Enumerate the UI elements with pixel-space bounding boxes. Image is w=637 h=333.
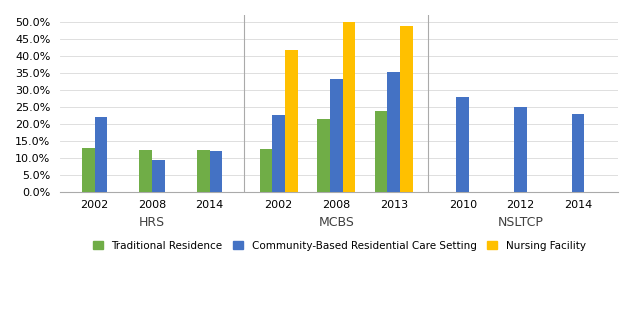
Bar	[152, 160, 165, 192]
Bar	[82, 148, 95, 192]
Bar	[514, 107, 527, 192]
Bar	[375, 111, 387, 192]
Text: HRS: HRS	[139, 215, 165, 228]
Bar	[317, 119, 330, 192]
Legend: Traditional Residence, Community-Based Residential Care Setting, Nursing Facilit: Traditional Residence, Community-Based R…	[89, 236, 590, 255]
Bar	[285, 50, 297, 192]
Bar	[387, 72, 400, 192]
Bar	[400, 26, 413, 192]
Bar	[260, 149, 273, 192]
Bar	[343, 22, 355, 192]
Bar	[330, 79, 343, 192]
Bar	[210, 151, 222, 192]
Text: MCBS: MCBS	[318, 215, 354, 228]
Bar	[571, 114, 584, 192]
Bar	[197, 150, 210, 192]
Bar	[95, 118, 107, 192]
Bar	[140, 150, 152, 192]
Bar	[457, 97, 469, 192]
Bar	[273, 115, 285, 192]
Text: NSLTCP: NSLTCP	[497, 215, 543, 228]
